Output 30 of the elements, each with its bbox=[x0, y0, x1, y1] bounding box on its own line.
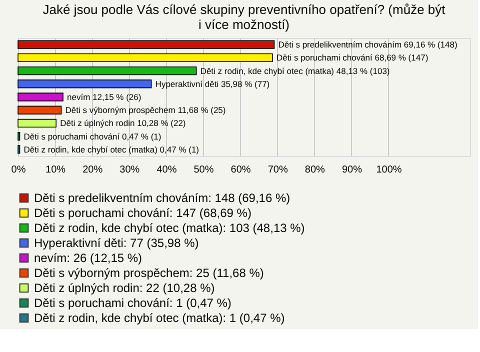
x-tick-label: 80% bbox=[304, 164, 326, 176]
data-label: nevím 12,15 % (26) bbox=[67, 92, 142, 102]
data-label: Děti s poruchami chování 68,69 % (147) bbox=[276, 52, 428, 63]
legend-label: nevím: 26 (12,15 %) bbox=[34, 251, 142, 265]
x-tick-label: 10% bbox=[46, 164, 66, 176]
x-tick-label: 60% bbox=[230, 164, 251, 176]
x-tick-label: 90% bbox=[342, 164, 362, 176]
x-tick-label: 100% bbox=[376, 164, 402, 176]
legend-label: Děti s predelikventním chováním: 148 (69,16 %) bbox=[34, 191, 290, 205]
legend-label: Děti z rodin, kde chybí otec (matka): 103 (48,13 %) bbox=[34, 221, 305, 235]
chart-title: Jaké jsou podle Vás cílové skupiny preventivního opatření? (může být i více možností) bbox=[42, 2, 446, 32]
x-tick-label: 70% bbox=[268, 164, 288, 176]
legend-label: Děti z rodin, kde chybí otec (matka): 1 (0,47 %) bbox=[34, 311, 285, 325]
legend-label: Děti s poruchami chování: 147 (68,69 %) bbox=[34, 206, 252, 220]
data-label: Hyperaktivní děti 35,98 % (77) bbox=[155, 78, 270, 89]
x-tick-label: 50% bbox=[194, 164, 214, 176]
legend-label: Hyperaktivní děti: 77 (35,98 %) bbox=[34, 236, 199, 250]
x-tick-label: 30% bbox=[120, 164, 140, 176]
x-tick-label: 0% bbox=[11, 164, 26, 176]
x-tick-label: 20% bbox=[82, 164, 103, 176]
legend-label: Děti s poruchami chování: 1 (0,47 %) bbox=[34, 296, 232, 310]
data-label: Děti z rodin, kde chybí otec (matka) 0,47 % (1) bbox=[24, 144, 200, 154]
data-label: Děti z úplných rodin 10,28 % (22) bbox=[60, 118, 186, 128]
legend-label: Děti z úplných rodin: 22 (10,28 %) bbox=[34, 281, 215, 295]
data-label: Děti s predelikventním chováním 69,16 % (148) bbox=[278, 40, 458, 50]
data-label: Děti s výborným prospěchem 11,68 % (25) bbox=[65, 105, 226, 116]
data-label: Děti z rodin, kde chybí otec (matka) 48,13 % (103) bbox=[200, 66, 390, 76]
data-label: Děti s poruchami chování 0,47 % (1) bbox=[24, 131, 162, 142]
x-tick-label: 40% bbox=[156, 164, 177, 176]
legend-label: Děti s výborným prospěchem: 25 (11,68 %) bbox=[34, 266, 264, 280]
